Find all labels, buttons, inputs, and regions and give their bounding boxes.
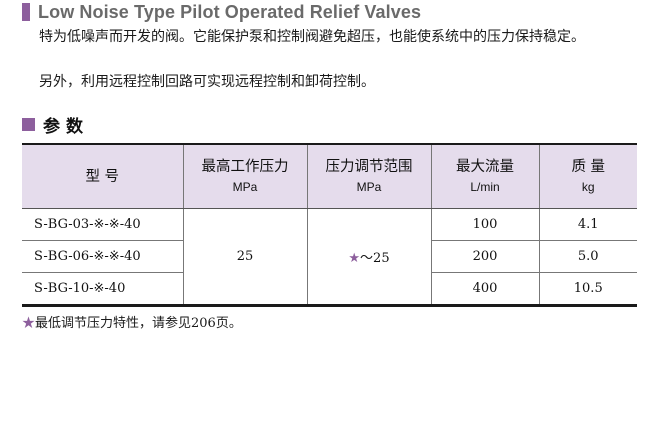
max-pressure-cell: 25	[182, 208, 307, 306]
page-header: Low Noise Type Pilot Operated Relief Val…	[22, 2, 421, 22]
model-cell: S-BG-10-※-40	[34, 281, 126, 296]
mass-cell: 5.0	[538, 240, 637, 273]
section-square-icon	[22, 117, 35, 131]
header-mass: 质 量 kg	[538, 144, 637, 209]
page-title: Low Noise Type Pilot Operated Relief Val…	[38, 1, 422, 22]
header-max-pressure: 最高工作压力 MPa	[182, 144, 307, 209]
header-pressure-range: 压力调节范围 MPa	[306, 144, 431, 209]
title-accent-bar	[22, 3, 30, 21]
table-row: S-BG-10-※-40 400 10.5	[22, 272, 637, 306]
header-model: 型 号	[22, 144, 183, 209]
model-cell: S-BG-03-※-※-40	[22, 208, 183, 241]
flow-cell: 400	[430, 272, 539, 306]
flow-cell: 100	[430, 208, 539, 241]
table-row: S-BG-06-※-※-40 200 5.0	[22, 240, 637, 273]
description-paragraph-2: 另外，利用远程控制回路可实现远程控制和卸荷控制。	[39, 74, 375, 90]
table-row: S-BG-03-※-※-40 25 ★～25 100 4.1	[22, 208, 637, 306]
flow-cell: 200	[430, 240, 539, 273]
pressure-range-value: ～25	[360, 251, 390, 266]
mass-cell: 10.5	[538, 272, 637, 306]
model-cell: S-BG-06-※-※-40	[22, 240, 183, 273]
spec-table: 型 号 最高工作压力 MPa 压力调节范围 MPa 最大流量 L/min 质 量…	[22, 143, 637, 307]
table-header-row: 型 号 最高工作压力 MPa 压力调节范围 MPa 最大流量 L/min 质 量…	[22, 144, 637, 209]
mass-cell: 4.1	[538, 208, 637, 241]
section-header: 参数	[22, 113, 89, 137]
footnote: ★最低调节压力特性，请参见206页。	[22, 312, 242, 331]
description-paragraph-1: 特为低噪声而开发的阀。它能保护泵和控制阀避免超压，也能使系统中的压力保持稳定。	[39, 29, 585, 45]
footnote-text: 最低调节压力特性，请参见206页。	[35, 316, 242, 331]
header-max-flow: 最大流量 L/min	[430, 144, 539, 209]
section-title: 参数	[43, 116, 89, 137]
pressure-range-cell: ★～25	[306, 208, 431, 306]
star-icon: ★	[348, 251, 361, 266]
star-icon: ★	[22, 316, 36, 331]
